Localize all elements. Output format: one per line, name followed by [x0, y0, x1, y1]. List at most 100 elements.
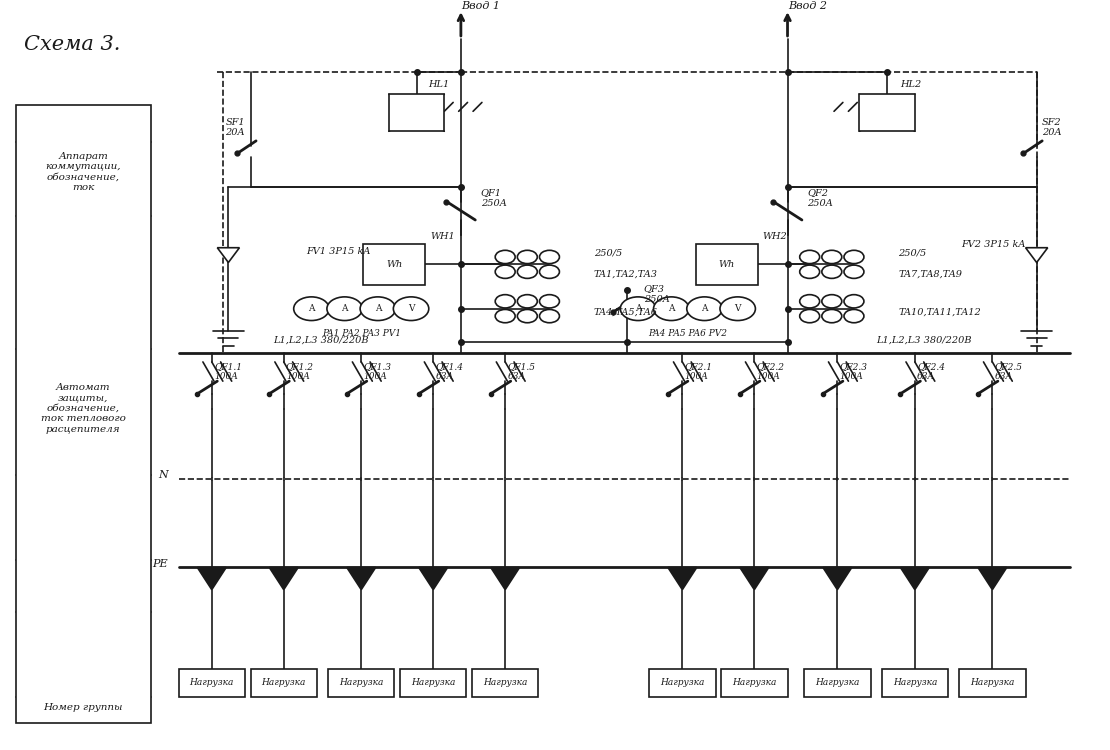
Text: QF1
250A: QF1 250A: [481, 188, 506, 208]
Text: PE: PE: [152, 559, 168, 568]
Text: Ввод 2: Ввод 2: [788, 1, 827, 10]
Circle shape: [687, 297, 723, 320]
Circle shape: [360, 297, 395, 320]
Circle shape: [294, 297, 330, 320]
Circle shape: [517, 310, 537, 322]
Text: A: A: [635, 304, 642, 313]
Text: 250/5: 250/5: [594, 249, 622, 258]
Text: PA4 PA5 PA6 PV2: PA4 PA5 PA6 PV2: [648, 328, 727, 338]
Text: N: N: [158, 470, 168, 480]
Text: Нагрузка: Нагрузка: [733, 678, 777, 687]
Text: TA10,TA11,TA12: TA10,TA11,TA12: [898, 308, 981, 317]
Bar: [16, 106, 151, 723]
Circle shape: [539, 265, 559, 278]
Text: Нагрузка: Нагрузка: [815, 678, 859, 687]
Text: A: A: [702, 304, 708, 313]
Text: Нагрузка: Нагрузка: [190, 678, 234, 687]
Text: QF2.3
100A: QF2.3 100A: [839, 362, 868, 381]
Text: QF1.5
63A: QF1.5 63A: [507, 362, 535, 381]
Circle shape: [821, 265, 841, 278]
Text: QF2.1
100A: QF2.1 100A: [685, 362, 713, 381]
Text: Нагрузка: Нагрузка: [339, 678, 383, 687]
Polygon shape: [823, 568, 851, 590]
Circle shape: [844, 265, 864, 278]
Circle shape: [495, 310, 515, 322]
Bar: [472, 669, 538, 697]
Text: WH2: WH2: [763, 232, 787, 241]
Text: V: V: [735, 304, 741, 313]
Circle shape: [799, 251, 819, 263]
Text: Аппарат
коммутации,
обозначение,
ток: Аппарат коммутации, обозначение, ток: [46, 152, 121, 192]
Polygon shape: [418, 568, 447, 590]
Text: V: V: [407, 304, 414, 313]
Circle shape: [620, 297, 656, 320]
Text: Автомат
защиты,
обозначение,
ток теплового
расцепителя: Автомат защиты, обозначение, ток теплово…: [41, 383, 125, 433]
Bar: [881, 669, 948, 697]
Circle shape: [495, 251, 515, 263]
Bar: [179, 669, 245, 697]
Text: L1,L2,L3 380/220В: L1,L2,L3 380/220В: [876, 335, 971, 344]
Polygon shape: [346, 568, 375, 590]
Bar: [722, 669, 787, 697]
Circle shape: [844, 251, 864, 263]
Bar: [804, 669, 870, 697]
Text: FV1 3P15 kA: FV1 3P15 kA: [306, 247, 371, 256]
Circle shape: [844, 295, 864, 308]
Polygon shape: [668, 568, 697, 590]
Circle shape: [517, 265, 537, 278]
Text: QF1.1
100A: QF1.1 100A: [214, 362, 242, 381]
Text: L1,L2,L3 380/220В: L1,L2,L3 380/220В: [273, 335, 369, 344]
Bar: [388, 94, 444, 131]
Circle shape: [393, 297, 428, 320]
Text: SF1
20A: SF1 20A: [225, 118, 245, 137]
Polygon shape: [978, 568, 1007, 590]
Bar: [649, 669, 716, 697]
Bar: [696, 244, 758, 285]
Circle shape: [821, 251, 841, 263]
Text: QF1.4
63A: QF1.4 63A: [435, 362, 463, 381]
Text: FV2 3P15 kA: FV2 3P15 kA: [961, 239, 1026, 248]
Text: Wh: Wh: [386, 260, 403, 268]
Text: QF3
250A: QF3 250A: [644, 284, 669, 304]
Bar: [859, 94, 915, 131]
Text: PA1 PA2 PA3 PV1: PA1 PA2 PA3 PV1: [322, 328, 401, 338]
Circle shape: [821, 310, 841, 322]
Text: QF1.3
100A: QF1.3 100A: [363, 362, 392, 381]
Bar: [959, 669, 1026, 697]
Circle shape: [539, 310, 559, 322]
Text: A: A: [309, 304, 314, 313]
Text: Схема 3.: Схема 3.: [23, 35, 120, 54]
Text: WH1: WH1: [430, 232, 455, 241]
Text: Нагрузка: Нагрузка: [411, 678, 455, 687]
Text: HL2: HL2: [900, 80, 921, 89]
Text: QF2.5
63A: QF2.5 63A: [995, 362, 1022, 381]
Text: HL1: HL1: [427, 80, 448, 89]
Text: QF2
250A: QF2 250A: [807, 188, 834, 208]
Text: A: A: [668, 304, 675, 313]
Polygon shape: [1026, 248, 1048, 262]
Circle shape: [799, 265, 819, 278]
Text: Ввод 1: Ввод 1: [462, 1, 501, 10]
Polygon shape: [198, 568, 226, 590]
Bar: [400, 669, 466, 697]
Text: TA4,TA5,TA6: TA4,TA5,TA6: [594, 308, 658, 317]
Text: Нагрузка: Нагрузка: [660, 678, 705, 687]
Polygon shape: [218, 248, 240, 262]
Text: Нагрузка: Нагрузка: [892, 678, 937, 687]
Circle shape: [517, 295, 537, 308]
Circle shape: [799, 310, 819, 322]
Text: QF2.4
63A: QF2.4 63A: [917, 362, 945, 381]
Text: A: A: [374, 304, 381, 313]
Polygon shape: [900, 568, 929, 590]
Text: QF1.2
100A: QF1.2 100A: [286, 362, 314, 381]
Circle shape: [495, 295, 515, 308]
Text: Wh: Wh: [718, 260, 735, 268]
Text: TA7,TA8,TA9: TA7,TA8,TA9: [898, 269, 962, 278]
Text: QF2.2
100A: QF2.2 100A: [757, 362, 785, 381]
Bar: [329, 669, 394, 697]
Text: Нагрузка: Нагрузка: [483, 678, 527, 687]
Circle shape: [539, 251, 559, 263]
Circle shape: [799, 295, 819, 308]
Bar: [363, 244, 425, 285]
Circle shape: [495, 265, 515, 278]
